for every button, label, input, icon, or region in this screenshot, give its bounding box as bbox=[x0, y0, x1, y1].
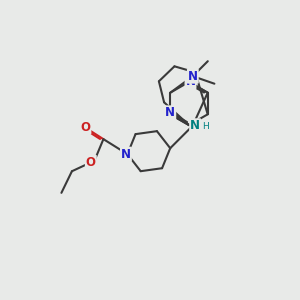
Text: N: N bbox=[121, 148, 131, 160]
Text: O: O bbox=[86, 156, 96, 169]
Text: N: N bbox=[188, 70, 198, 83]
Text: O: O bbox=[80, 121, 90, 134]
Text: H: H bbox=[202, 122, 209, 131]
Text: N: N bbox=[185, 75, 196, 88]
Text: N: N bbox=[190, 119, 200, 132]
Text: N: N bbox=[165, 106, 175, 119]
